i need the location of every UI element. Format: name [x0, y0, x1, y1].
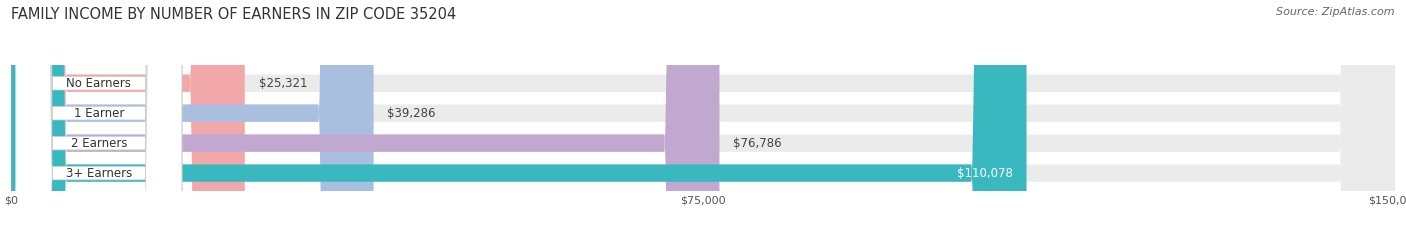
Text: 2 Earners: 2 Earners [70, 137, 127, 150]
Text: $25,321: $25,321 [259, 77, 307, 90]
FancyBboxPatch shape [15, 0, 181, 233]
FancyBboxPatch shape [11, 0, 720, 233]
FancyBboxPatch shape [11, 0, 245, 233]
Text: 3+ Earners: 3+ Earners [66, 167, 132, 180]
FancyBboxPatch shape [11, 0, 1395, 233]
FancyBboxPatch shape [11, 0, 374, 233]
FancyBboxPatch shape [11, 0, 1026, 233]
FancyBboxPatch shape [15, 0, 181, 233]
FancyBboxPatch shape [15, 0, 181, 233]
FancyBboxPatch shape [11, 0, 1395, 233]
Text: $110,078: $110,078 [957, 167, 1012, 180]
Text: Source: ZipAtlas.com: Source: ZipAtlas.com [1277, 7, 1395, 17]
Text: $76,786: $76,786 [734, 137, 782, 150]
Text: No Earners: No Earners [66, 77, 131, 90]
Text: FAMILY INCOME BY NUMBER OF EARNERS IN ZIP CODE 35204: FAMILY INCOME BY NUMBER OF EARNERS IN ZI… [11, 7, 457, 22]
FancyBboxPatch shape [11, 0, 1395, 233]
FancyBboxPatch shape [15, 0, 181, 233]
FancyBboxPatch shape [11, 0, 1395, 233]
Text: 1 Earner: 1 Earner [73, 107, 124, 120]
Text: $39,286: $39,286 [388, 107, 436, 120]
